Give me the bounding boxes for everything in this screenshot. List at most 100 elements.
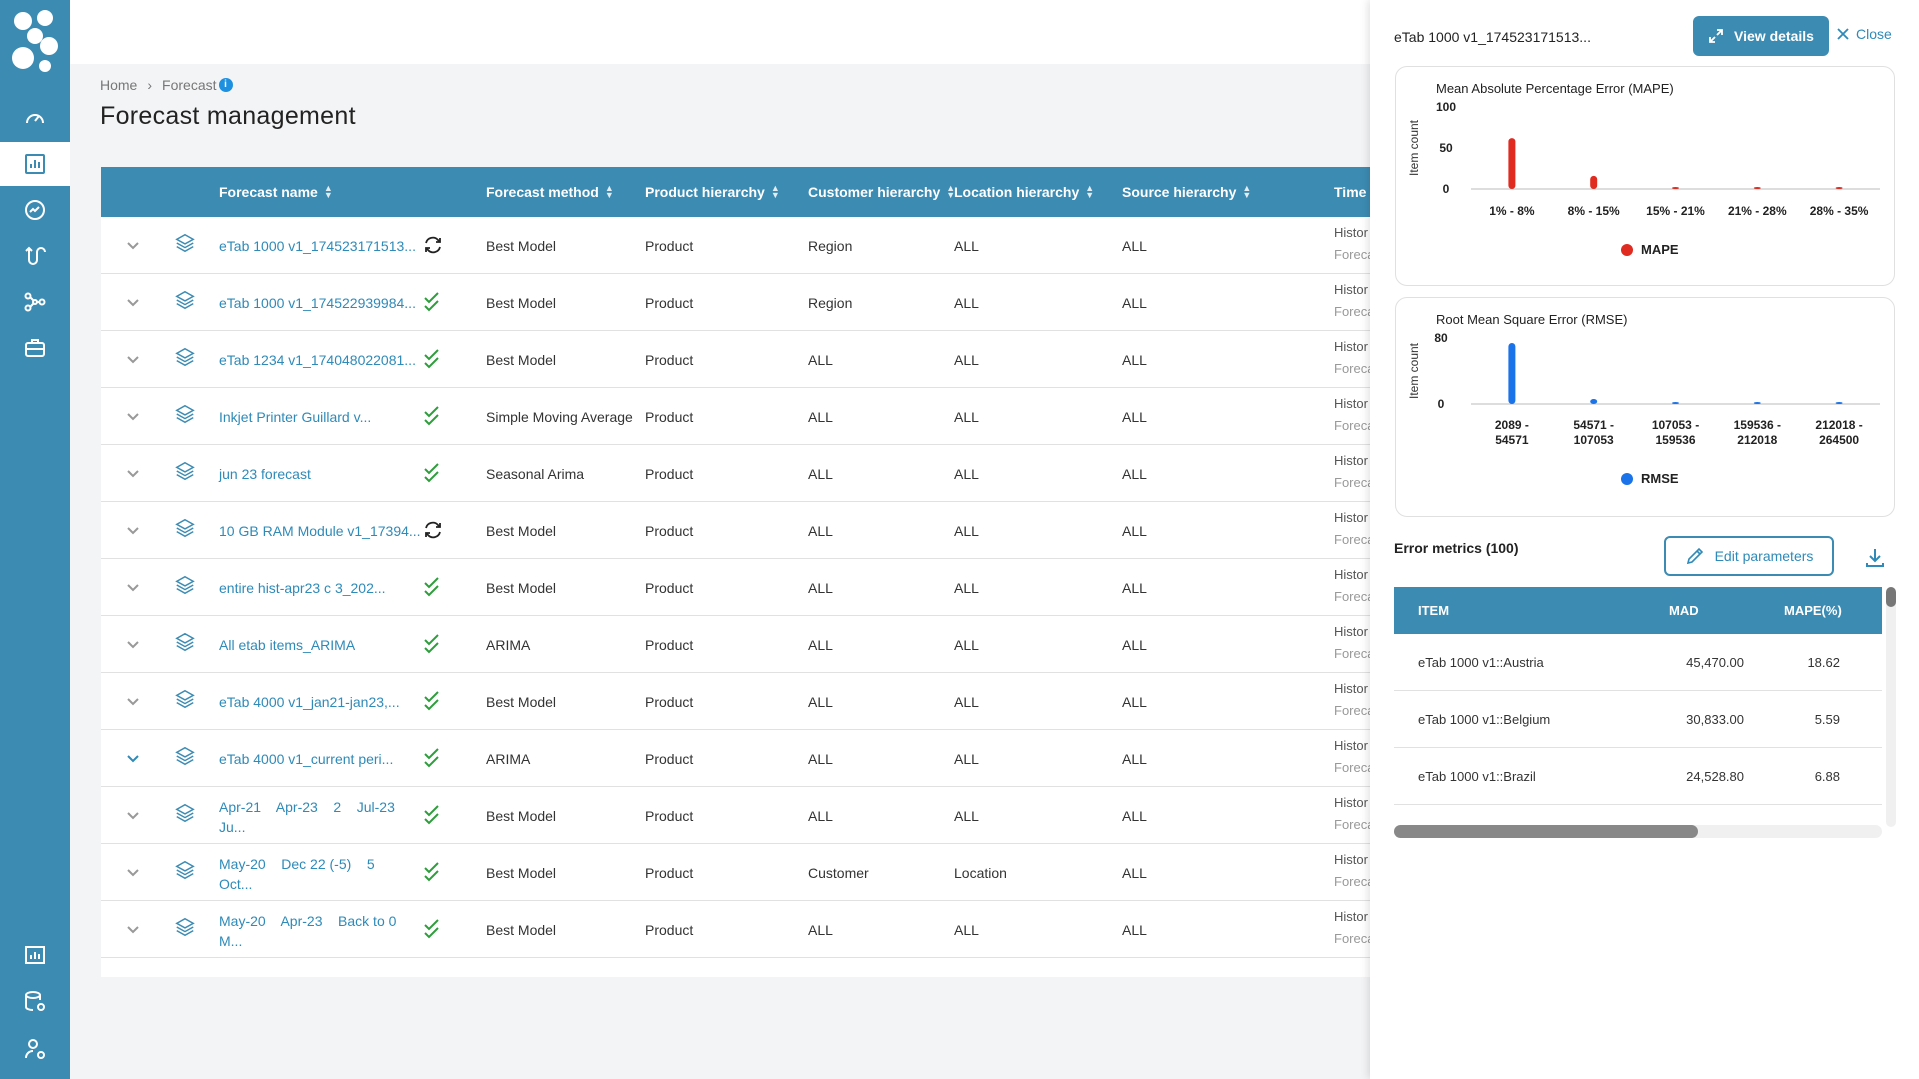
table-row[interactable]: eTab 1234 v1_174048022081... Best Model Pr… xyxy=(101,331,1370,388)
close-label: Close xyxy=(1856,26,1892,42)
report-icon[interactable] xyxy=(23,943,47,967)
breadcrumb-home[interactable]: Home xyxy=(100,77,138,93)
column-header[interactable]: Time p xyxy=(1334,167,1370,217)
error-table-row[interactable]: eTab 1000 v1::Brazil 24,528.80 6.88 xyxy=(1394,748,1882,805)
forecast-name-link[interactable]: Inkjet Printer Guillard v... xyxy=(219,388,419,445)
nav-flows[interactable] xyxy=(0,234,70,278)
sort-icon[interactable]: ▲ ▼ xyxy=(604,183,614,200)
location-cell: ALL xyxy=(954,522,979,539)
forecast-name-link[interactable]: Apr-21 Apr-23 2 Jul-23 Ju... xyxy=(219,787,419,844)
sort-icon[interactable]: ▲ ▼ xyxy=(770,183,780,200)
sort-icon[interactable]: ▲ ▼ xyxy=(946,183,956,200)
chevron-down-icon[interactable] xyxy=(125,864,141,880)
view-details-button[interactable]: View details xyxy=(1693,16,1829,56)
chevron-down-icon-active[interactable] xyxy=(125,750,141,766)
layers-icon xyxy=(175,575,195,595)
column-header[interactable]: Customer hierarchy ▲ ▼ xyxy=(808,167,955,217)
chevron-down-icon[interactable] xyxy=(125,693,141,709)
column-header[interactable]: Forecast name ▲ ▼ xyxy=(219,167,333,217)
item-cell: eTab 1000 v1::Brazil xyxy=(1418,768,1536,784)
source-cell: ALL xyxy=(1122,522,1147,539)
product-cell: Product xyxy=(645,807,694,824)
chevron-down-icon[interactable] xyxy=(125,294,141,310)
chevron-down-icon[interactable] xyxy=(125,921,141,937)
sort-icon[interactable]: ▲ ▼ xyxy=(1242,183,1252,200)
chevron-down-icon[interactable] xyxy=(125,408,141,424)
chevron-down-icon[interactable] xyxy=(125,522,141,538)
col-mad[interactable]: MAD xyxy=(1669,603,1699,618)
error-table-row[interactable]: eTab 1000 v1::Belgium 30,833.00 5.59 xyxy=(1394,691,1882,748)
app-logo[interactable] xyxy=(11,8,59,74)
horizontal-scrollbar[interactable] xyxy=(1394,825,1882,838)
chevron-down-icon[interactable] xyxy=(125,465,141,481)
table-row[interactable]: entire hist-apr23 c 3_202... Best Model Pr… xyxy=(101,559,1370,616)
column-header[interactable]: Product hierarchy ▲ ▼ xyxy=(645,167,780,217)
forecast-name-link[interactable]: eTab 1000 v1_174522939984... xyxy=(219,274,419,331)
table-row[interactable]: Inkjet Printer Guillard v... Simple Movin… xyxy=(101,388,1370,445)
nav-dashboard[interactable] xyxy=(0,96,70,140)
vertical-scrollbar[interactable] xyxy=(1886,587,1896,827)
y-axis-label: Item count xyxy=(1407,342,1421,399)
table-row[interactable]: eTab 4000 v1_jan21-jan23,... Best Model Pr… xyxy=(101,673,1370,730)
forecast-name-link[interactable]: eTab 1234 v1_174048022081... xyxy=(219,331,419,388)
chevron-down-icon[interactable] xyxy=(125,237,141,253)
col-item[interactable]: ITEM xyxy=(1418,603,1450,618)
forecast-name-link[interactable]: eTab 4000 v1_current peri... xyxy=(219,730,419,787)
sort-icon[interactable]: ▲ ▼ xyxy=(323,183,333,200)
mape-chart-title: Mean Absolute Percentage Error (MAPE) xyxy=(1436,81,1674,96)
column-header-label: Forecast method xyxy=(486,184,599,200)
nav-network[interactable] xyxy=(0,280,70,324)
error-table-row[interactable]: eTab 1000 v1::Austria 45,470.00 18.62 xyxy=(1394,634,1882,691)
column-header[interactable]: Location hierarchy ▲ ▼ xyxy=(954,167,1094,217)
forecast-name-link[interactable]: eTab 4000 v1_jan21-jan23,... xyxy=(219,673,419,730)
time-period-cell: Histor Foreca xyxy=(1334,849,1370,893)
forecast-name-text: Apr-21 Apr-23 2 Jul-23 xyxy=(219,799,395,815)
forecast-name-link[interactable]: All etab items_ARIMA xyxy=(219,616,419,673)
forecast-name-link[interactable]: eTab 1000 v1_174523171513... xyxy=(219,217,419,274)
edit-parameters-button[interactable]: Edit parameters xyxy=(1664,536,1834,576)
user-settings-icon[interactable] xyxy=(23,1037,47,1061)
nav-forecast[interactable] xyxy=(0,142,70,186)
column-header-label: Time p xyxy=(1334,184,1370,200)
time-history: Histor xyxy=(1334,738,1368,753)
time-forecast: Foreca xyxy=(1334,874,1370,889)
chevron-down-icon[interactable] xyxy=(125,579,141,595)
vertical-scroll-thumb[interactable] xyxy=(1886,587,1896,607)
column-header[interactable]: Source hierarchy ▲ ▼ xyxy=(1122,167,1251,217)
forecast-name-link[interactable]: 10 GB RAM Module v1_17394... xyxy=(219,502,421,559)
chevron-down-icon[interactable] xyxy=(125,636,141,652)
table-row[interactable]: jun 23 forecast Seasonal Arima Product ALL A… xyxy=(101,445,1370,502)
database-settings-icon[interactable] xyxy=(23,990,47,1014)
location-cell: ALL xyxy=(954,807,979,824)
table-row[interactable]: May-20 Dec 22 (-5) 5 Oct... Best Model Prod… xyxy=(101,844,1370,901)
mape-legend[interactable]: MAPE xyxy=(1621,242,1679,257)
mad-cell: 24,528.80 xyxy=(1686,768,1744,784)
column-header[interactable]: Forecast method ▲ ▼ xyxy=(486,167,614,217)
nav-inventory[interactable] xyxy=(0,326,70,370)
table-row[interactable]: eTab 1000 v1_174523171513... Best Model Pr… xyxy=(101,217,1370,274)
table-row[interactable]: May-20 Apr-23 Back to 0 M... Best Model Pro… xyxy=(101,901,1370,958)
sort-icon[interactable]: ▲ ▼ xyxy=(1085,183,1095,200)
info-icon[interactable]: i xyxy=(218,78,233,92)
nav-analytics[interactable] xyxy=(0,188,70,232)
download-icon[interactable] xyxy=(1863,546,1887,570)
forecast-name-link[interactable]: entire hist-apr23 c 3_202... xyxy=(219,559,419,616)
table-row[interactable]: eTab 1000 v1_174522939984... Best Model Pr… xyxy=(101,274,1370,331)
close-button[interactable]: Close xyxy=(1836,26,1892,42)
col-mape[interactable]: MAPE(%) xyxy=(1784,603,1842,618)
breadcrumb-current: Forecast xyxy=(162,77,217,93)
horizontal-scroll-thumb[interactable] xyxy=(1394,825,1698,838)
table-row[interactable]: All etab items_ARIMA ARIMA Product ALL ALL AL… xyxy=(101,616,1370,673)
table-row[interactable]: eTab 4000 v1_current peri... ARIMA Product… xyxy=(101,730,1370,787)
forecast-name-link[interactable]: May-20 Dec 22 (-5) 5 Oct... xyxy=(219,844,419,901)
forecast-name-link[interactable]: May-20 Apr-23 Back to 0 M... xyxy=(219,901,419,958)
forecast-name-text: entire hist-apr23 c 3_202... xyxy=(219,579,386,596)
forecast-name-link[interactable]: jun 23 forecast xyxy=(219,445,419,502)
rmse-legend[interactable]: RMSE xyxy=(1621,471,1679,486)
chevron-down-icon[interactable] xyxy=(125,807,141,823)
method-cell: Best Model xyxy=(486,294,557,311)
chevron-down-icon[interactable] xyxy=(125,351,141,367)
rmse-chart-title: Root Mean Square Error (RMSE) xyxy=(1436,312,1628,327)
table-row[interactable]: Apr-21 Apr-23 2 Jul-23 Ju... Best Model Pro… xyxy=(101,787,1370,844)
table-row[interactable]: 10 GB RAM Module v1_17394... Best Model Pr… xyxy=(101,502,1370,559)
